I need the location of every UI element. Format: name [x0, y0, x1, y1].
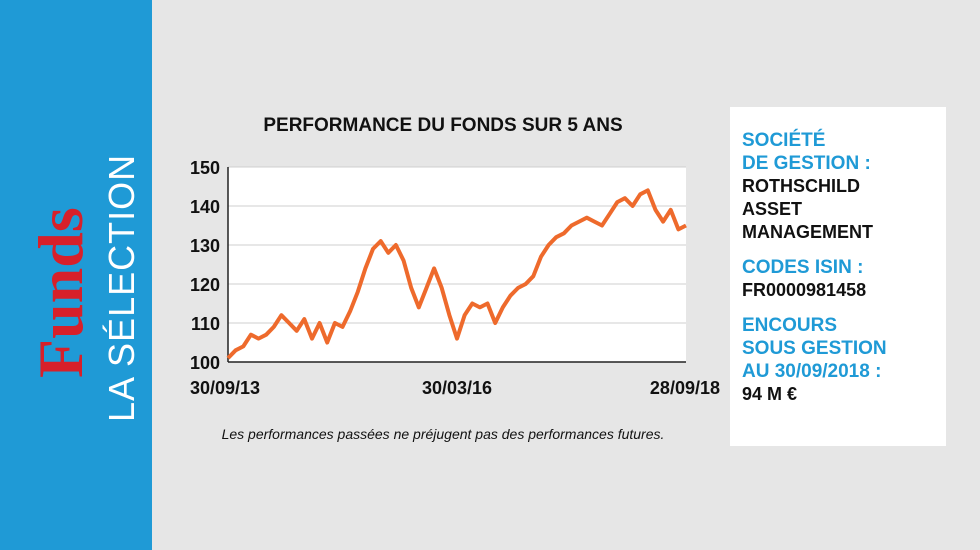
y-tick-label: 100 [190, 353, 220, 373]
info-value: FR0000981458 [742, 280, 867, 300]
y-tick-label: 110 [191, 314, 220, 334]
chart: Funds LA SÉLECTION PERFORMANCE DU FONDS … [0, 0, 720, 550]
info-label: CODES ISIN : [742, 257, 864, 278]
y-tick-label: 140 [190, 197, 220, 217]
info-box: SOCIÉTÉ DE GESTION : ROTHSCHILD ASSET MAN… [730, 107, 946, 446]
x-tick-label: 30/03/16 [422, 378, 492, 398]
plot-area [228, 167, 686, 362]
info-value: ROTHSCHILD ASSET MANAGEMENT [742, 176, 873, 242]
y-tick-label: 130 [190, 236, 220, 256]
x-tick-label: 30/09/13 [190, 378, 260, 398]
info-value: 94 M € [742, 384, 798, 404]
y-tick-label: 120 [190, 275, 220, 295]
brand: Funds [25, 207, 96, 378]
subtitle: LA SÉLECTION [101, 154, 142, 422]
info-label: SOCIÉTÉ DE GESTION : [742, 130, 871, 174]
chart-title: PERFORMANCE DU FONDS SUR 5 ANS [263, 115, 622, 136]
x-tick-label: 28/09/18 [650, 378, 720, 398]
y-tick-label: 150 [190, 158, 220, 178]
line [226, 188, 687, 360]
footnote: Les performances passées ne préjugent pa… [222, 426, 665, 442]
info-label: ENCOURS SOUS GESTION AU 30/09/2018 : [742, 315, 887, 382]
sidebar [0, 0, 152, 550]
